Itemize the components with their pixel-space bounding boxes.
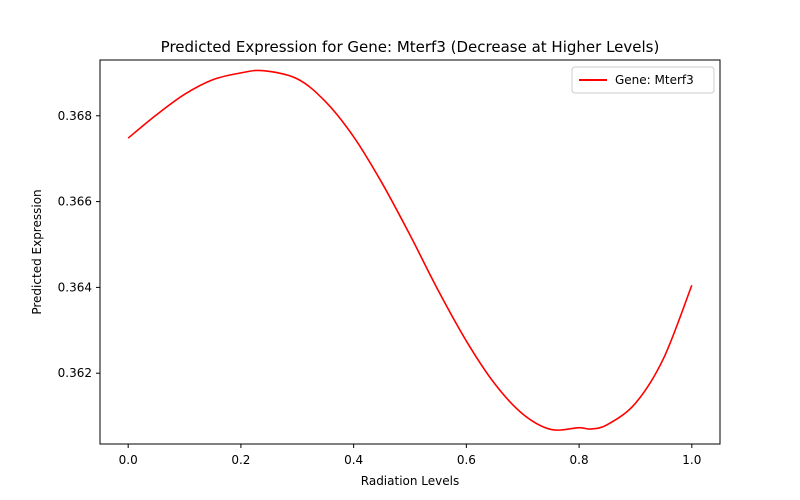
plot-area [127, 69, 693, 431]
x-tick-label: 0.8 [570, 453, 589, 467]
x-tick-label: 0.4 [344, 453, 363, 467]
legend: Gene: Mterf3 [571, 66, 715, 94]
x-tick-label: 0.2 [231, 453, 250, 467]
series-line-0 [127, 69, 693, 431]
y-axis: 0.362 0.364 0.366 0.368 [58, 109, 100, 380]
chart-title: Predicted Expression for Gene: Mterf3 (D… [161, 38, 660, 56]
x-tick-label: 0.0 [119, 453, 138, 467]
x-tick-label: 1.0 [682, 453, 701, 467]
x-tick-label: 0.6 [457, 453, 476, 467]
y-tick-label: 0.362 [58, 366, 92, 380]
legend-box [571, 66, 715, 94]
y-tick-label: 0.364 [58, 280, 92, 294]
x-axis-label: Radiation Levels [361, 474, 459, 488]
y-axis-label: Predicted Expression [30, 189, 44, 314]
x-axis: 0.0 0.2 0.4 0.6 0.8 1.0 [119, 444, 701, 467]
legend-label: Gene: Mterf3 [615, 73, 694, 87]
y-tick-label: 0.366 [58, 195, 92, 209]
y-tick-label: 0.368 [58, 109, 92, 123]
plot-frame [99, 59, 721, 445]
